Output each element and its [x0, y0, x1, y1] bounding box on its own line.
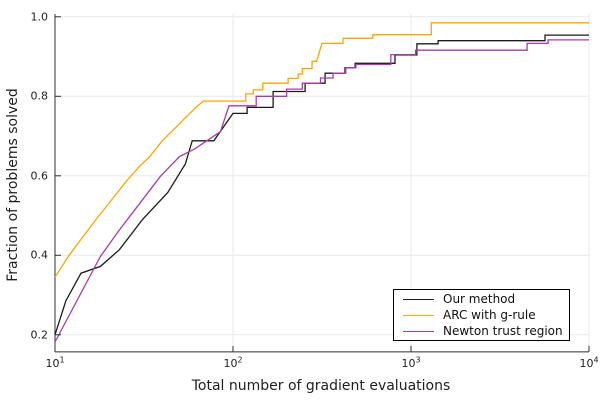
series-line-arc-with-g-rule — [54, 22, 589, 278]
x-tick-exponent: 4 — [593, 355, 599, 365]
x-tick-label: 104 — [579, 355, 599, 370]
x-axis-label: Total number of gradient evaluations — [191, 378, 451, 394]
y-tick-label: 0.4 — [30, 248, 49, 262]
series-line-our-method — [54, 34, 589, 335]
tick-marks — [54, 16, 590, 352]
x-tick-base: 10 — [45, 357, 60, 370]
y-tick-label: 0.8 — [30, 89, 49, 103]
legend-label: Our method — [443, 292, 516, 306]
legend-line-swatch — [403, 314, 434, 316]
legend-entry-newton-trust-region: Newton trust region — [403, 324, 563, 338]
y-tick-label: 0.6 — [30, 169, 49, 183]
series-lines — [54, 22, 589, 343]
legend: Our method ARC with g-rule Newton trust re… — [393, 289, 570, 341]
x-tick-exponent: 1 — [59, 355, 65, 365]
y-tick-label: 1.0 — [30, 10, 49, 24]
x-tick-base: 10 — [579, 357, 594, 370]
y-tick-label: 0.2 — [30, 328, 49, 342]
x-tick-base: 10 — [401, 357, 416, 370]
legend-line-swatch — [403, 330, 434, 332]
legend-label: Newton trust region — [443, 324, 563, 338]
gridlines — [55, 14, 590, 352]
legend-label: ARC with g-rule — [443, 308, 536, 322]
x-tick-label: 101 — [45, 355, 65, 370]
axes — [54, 14, 589, 353]
x-tick-base: 10 — [223, 357, 238, 370]
x-tick-exponent: 3 — [415, 355, 421, 365]
legend-entry-our-method: Our method — [403, 292, 563, 306]
series-line-newton-trust-region — [54, 39, 589, 343]
x-tick-exponent: 2 — [237, 355, 243, 365]
x-tick-label: 103 — [401, 355, 421, 370]
legend-entry-arc-with-g-rule: ARC with g-rule — [403, 308, 563, 322]
legend-line-swatch — [403, 298, 434, 300]
x-tick-label: 102 — [223, 355, 243, 370]
